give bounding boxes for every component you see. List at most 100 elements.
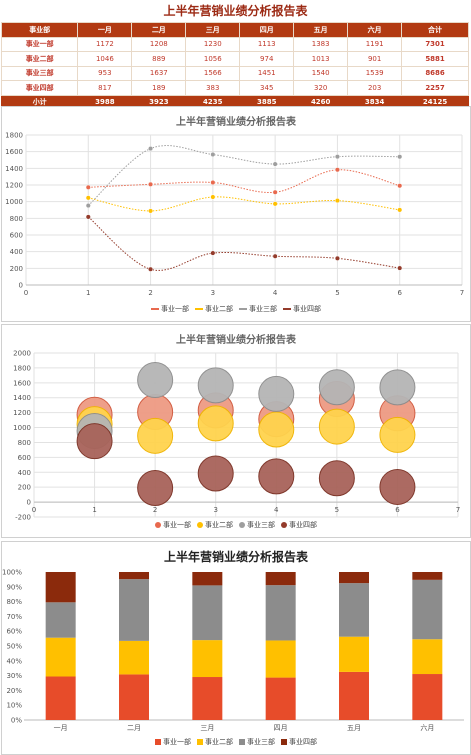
table-cell: 1451 (239, 65, 295, 81)
data-point (210, 151, 216, 158)
y-tick-label: 1800 (13, 364, 31, 372)
x-tick-label: 3 (211, 289, 215, 297)
x-tick-label: 4 (273, 289, 278, 297)
bar-segment (119, 674, 149, 720)
bar-segment (192, 677, 223, 720)
bar-segment (265, 640, 296, 678)
bar-segment (412, 572, 443, 580)
table-cell: 1637 (131, 65, 187, 81)
bar-segment (192, 572, 223, 586)
legend-swatch (281, 739, 287, 745)
bar-segment (192, 585, 223, 641)
y-tick-label: 800 (18, 439, 31, 447)
bubble (318, 408, 355, 445)
legend-swatch (281, 522, 287, 528)
x-tick-label: 0 (24, 289, 28, 297)
y-tick-label: 1200 (13, 409, 31, 417)
legend-item: 事业三部 (239, 520, 275, 530)
table-cell: 189 (131, 80, 187, 96)
y-tick-label: 0 (27, 499, 31, 507)
series-line (87, 145, 400, 206)
table-cell: 1540 (293, 65, 349, 81)
legend-item: 事业三部 (239, 737, 275, 747)
row-total: 8686 (401, 65, 469, 81)
legend-label: 事业四部 (289, 738, 317, 746)
bar-segment (339, 636, 369, 672)
y-tick-label: 60% (6, 628, 22, 636)
x-tick-label: 五月 (347, 724, 361, 732)
legend-item: 事业二部 (195, 304, 233, 314)
bar-segment (192, 640, 223, 678)
bubble (258, 411, 295, 448)
data-point (334, 198, 340, 204)
bar-segment (265, 585, 296, 641)
legend-swatch (197, 522, 203, 528)
row-label: 事业四部 (0, 80, 79, 96)
bubble (258, 375, 295, 412)
bubble (318, 460, 355, 497)
y-tick-label: 400 (18, 469, 31, 477)
bar-segment (45, 572, 76, 603)
x-tick-label: 1 (86, 289, 90, 297)
table-header-row: 事业部 一月 二月 三月 四月 五月 六月 合计 (0, 22, 469, 38)
chart-title: 上半年营销业绩分析报告表 (163, 550, 308, 564)
bar-segment (119, 640, 149, 675)
table-cell: 1230 (185, 36, 241, 52)
table-cell: 889 (131, 51, 187, 67)
x-tick-label: 6 (397, 289, 402, 297)
bubble (137, 362, 174, 399)
bubble (137, 470, 174, 507)
bubble (197, 405, 234, 442)
data-point (334, 154, 340, 160)
x-tick-label: 3 (213, 506, 217, 514)
bubble (379, 369, 416, 406)
bar-segment (45, 637, 76, 677)
bubble (137, 417, 174, 454)
data-point (148, 181, 154, 187)
table-cell: 1046 (77, 51, 133, 67)
series-line (87, 216, 400, 271)
bubble (379, 468, 416, 505)
data-point (85, 195, 91, 201)
legend-label: 事业二部 (205, 521, 233, 529)
series-line (88, 196, 400, 212)
legend-item: 事业四部 (283, 304, 321, 314)
table-cell: 974 (239, 51, 295, 67)
y-tick-label: 600 (18, 454, 31, 462)
data-point (272, 189, 278, 195)
table-cell: 320 (293, 80, 349, 96)
y-tick-label: 70% (6, 613, 22, 621)
x-tick-label: 6 (395, 506, 400, 514)
data-point (85, 203, 91, 209)
y-tick-label: 1800 (5, 132, 23, 140)
bar-segment (339, 583, 369, 637)
table-header: 五月 (293, 22, 349, 38)
legend-label: 事业二部 (205, 738, 233, 746)
legend-item: 事业二部 (197, 520, 233, 530)
data-point (148, 266, 154, 272)
legend-label: 事业三部 (247, 738, 275, 746)
legend-swatch (239, 308, 247, 310)
row-total: 7301 (401, 36, 469, 52)
stacked-chart-panel: 上半年营销业绩分析报告表 0% 10% 20% 30% 40% 50% 60% 70% 80% 9… (1, 541, 471, 755)
x-tick-label: 4 (274, 506, 279, 514)
legend-swatch (195, 308, 203, 310)
data-point (148, 146, 154, 152)
chart-title: 上半年营销业绩分析报告表 (176, 117, 296, 128)
table-header: 六月 (347, 22, 403, 38)
x-tick-label: 三月 (200, 724, 214, 732)
row-total: 2257 (401, 80, 469, 96)
table-cell: 1539 (347, 65, 403, 81)
bar-segment (412, 674, 443, 720)
data-point (210, 194, 216, 200)
table-cell: 1013 (293, 51, 349, 67)
legend-label: 事业一部 (163, 521, 191, 529)
y-tick-label: 1600 (13, 379, 31, 387)
y-tick-label: 10% (6, 702, 22, 710)
legend-item: 事业一部 (151, 304, 189, 314)
bubble (197, 367, 234, 404)
y-tick-label: 50% (6, 643, 22, 651)
bar-segment (45, 676, 76, 720)
y-tick-label: 1000 (5, 198, 23, 206)
table-header: 事业部 (0, 22, 79, 38)
